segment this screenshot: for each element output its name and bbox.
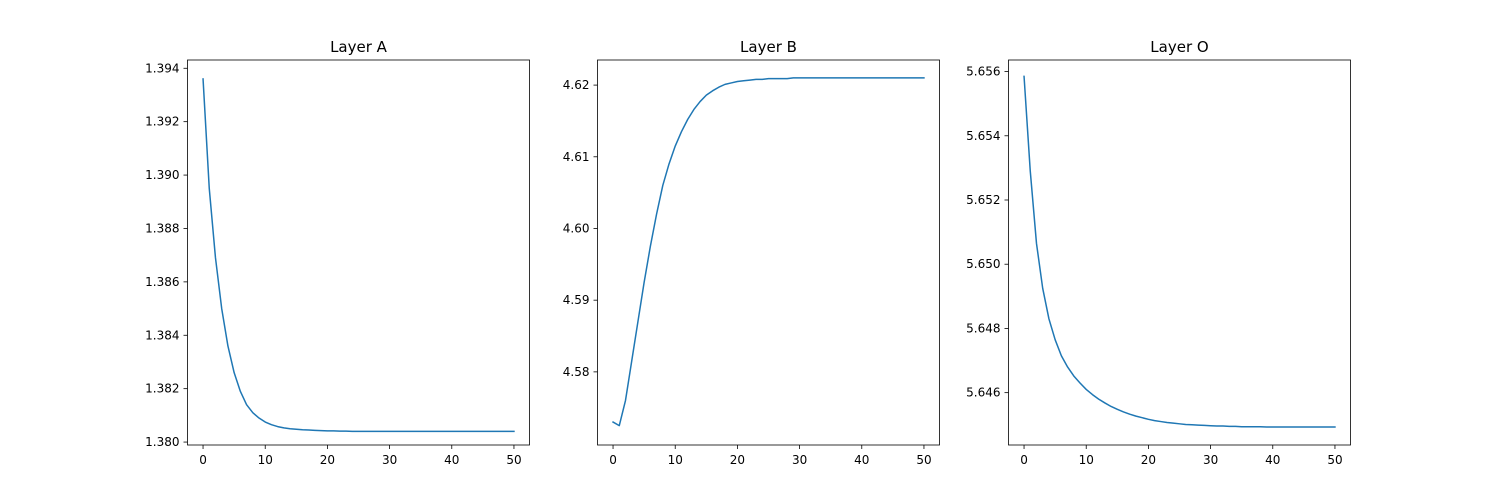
x-tick-label: 40 — [444, 453, 459, 467]
y-tick-label: 5.652 — [966, 193, 1000, 207]
x-tick-label: 10 — [1079, 453, 1094, 467]
series-line — [202, 78, 515, 433]
y-tick-label: 5.648 — [966, 321, 1000, 335]
y-tick-label: 1.382 — [145, 382, 179, 396]
axes-frame — [187, 59, 530, 446]
y-tick-label: 4.62 — [563, 78, 590, 92]
x-tick-label: 30 — [792, 453, 807, 467]
y-tick-label: 1.386 — [145, 275, 179, 289]
plot-title: Layer B — [740, 38, 797, 56]
subplot-layer-o: Layer O 0 10 20 30 40 50 5.646 5.648 5.650 5.652 5… — [966, 38, 1351, 467]
series-line — [1023, 75, 1336, 428]
x-tick-label: 40 — [854, 453, 869, 467]
y-tick-label: 1.380 — [145, 435, 179, 449]
y-tick-label: 5.656 — [966, 65, 1000, 79]
x-tick-label: 30 — [1203, 453, 1218, 467]
x-tick-label: 50 — [1327, 453, 1342, 467]
x-tick-label: 50 — [506, 453, 521, 467]
x-tick-label: 50 — [916, 453, 931, 467]
series-line — [612, 77, 925, 427]
y-tick-label: 1.388 — [145, 221, 179, 235]
y-tick-label: 4.60 — [563, 221, 590, 235]
y-tick-label: 4.61 — [563, 150, 590, 164]
x-tick-label: 0 — [1020, 453, 1028, 467]
y-tick-label: 5.654 — [966, 129, 1000, 143]
x-tick-label: 0 — [609, 453, 617, 467]
x-tick-label: 10 — [668, 453, 683, 467]
y-tick-label: 4.59 — [563, 293, 590, 307]
x-tick-label: 10 — [258, 453, 273, 467]
axes-frame — [1008, 59, 1351, 446]
plot-title: Layer A — [330, 38, 388, 56]
y-tick-label: 1.394 — [145, 61, 179, 75]
y-tick-label: 5.650 — [966, 257, 1000, 271]
plot-title: Layer O — [1150, 38, 1208, 56]
y-tick-label: 5.646 — [966, 386, 1000, 400]
x-tick-label: 40 — [1265, 453, 1280, 467]
subplot-layer-b: Layer B 0 10 20 30 40 50 4.58 4.59 4.60 4.61 4.62 — [563, 38, 940, 467]
y-tick-label: 1.392 — [145, 115, 179, 129]
x-tick-label: 0 — [199, 453, 207, 467]
y-tick-label: 1.384 — [145, 328, 179, 342]
x-tick-label: 20 — [320, 453, 335, 467]
y-tick-label: 4.58 — [563, 365, 590, 379]
axes-frame — [597, 59, 940, 446]
y-tick-label: 1.390 — [145, 168, 179, 182]
x-tick-label: 20 — [1141, 453, 1156, 467]
x-tick-label: 30 — [382, 453, 397, 467]
subplot-layer-a: Layer A 0 10 20 30 40 50 1.380 1.382 1.384 1.386 1… — [145, 38, 530, 467]
x-tick-label: 20 — [730, 453, 745, 467]
